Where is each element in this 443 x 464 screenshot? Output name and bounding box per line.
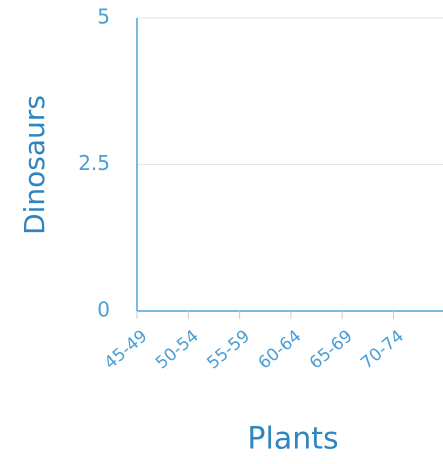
y-tick-label: 2.5 <box>78 151 110 175</box>
x-tick-label: 70-74 <box>357 326 408 373</box>
y-tick-label: 5 <box>97 5 110 29</box>
y-axis-title: Dinosaurs <box>18 95 51 235</box>
x-tick-label: 55-59 <box>203 326 254 373</box>
y-tick-label: 0 <box>97 298 110 322</box>
x-tick-label: 60-64 <box>255 326 306 373</box>
x-tick-label: 65-69 <box>306 326 357 373</box>
x-tick-label: 50-54 <box>152 326 203 373</box>
x-axis-title: Plants <box>247 422 338 457</box>
x-tick-label: 45-49 <box>101 326 152 373</box>
